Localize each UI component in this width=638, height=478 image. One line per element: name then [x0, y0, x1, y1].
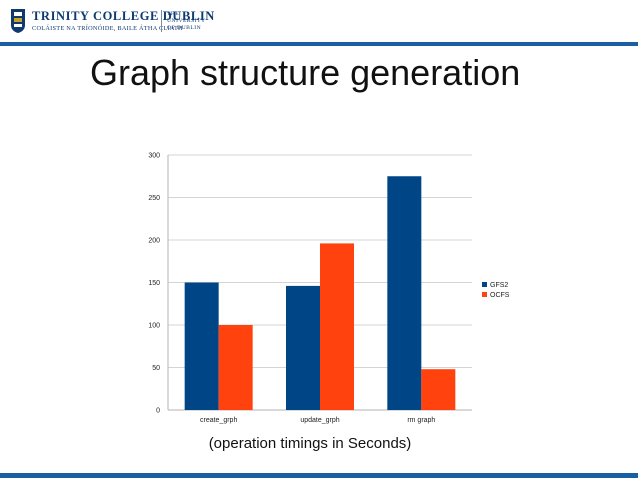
y-tick-label: 200 [148, 238, 160, 245]
header-divider [161, 10, 162, 32]
x-tick-label: rm graph [407, 417, 435, 424]
legend-swatch-gfs2 [482, 282, 487, 287]
y-tick-label: 150 [148, 280, 160, 287]
bar-ocfs-create_grph [218, 325, 253, 410]
slide-title: Graph structure generation [90, 52, 521, 93]
crest-icon [11, 9, 25, 33]
university-line-3: OF DUBLIN [167, 25, 202, 31]
x-tick-label: create_grph [200, 417, 237, 424]
legend-label: GFS2 [490, 282, 508, 289]
legend-label: OCFS [490, 292, 510, 299]
bar-ocfs-rm-graph [421, 369, 456, 410]
y-tick-label: 100 [148, 323, 160, 330]
footer-accent-bar [0, 473, 638, 478]
bar-ocfs-update_grph [320, 243, 354, 410]
university-name: THE UNIVERSITY OF DUBLIN [167, 11, 206, 32]
bar-gfs2-rm-graph [387, 176, 422, 410]
y-tick-label: 300 [148, 153, 160, 160]
bar-gfs2-update_grph [286, 285, 320, 410]
legend-swatch-ocfs [482, 292, 487, 297]
institution-name-irish: COLÁISTE NA TRÍONÓIDE, BAILE ÁTHA CLIATH [32, 25, 183, 32]
bar-gfs2-create_grph [184, 282, 219, 410]
header-accent-bar [0, 42, 638, 46]
institution-name: TRINITY COLLEGE DUBLIN [32, 9, 215, 23]
x-tick-label: update_grph [300, 417, 339, 424]
y-tick-label: 250 [148, 195, 160, 202]
slide-caption: (operation timings in Seconds) [208, 435, 412, 452]
y-tick-label: 0 [156, 408, 160, 415]
university-line-1: THE [167, 11, 180, 17]
page-header: TRINITY COLLEGE DUBLIN COLÁISTE NA TRÍON… [0, 0, 638, 42]
y-tick-label: 50 [152, 365, 160, 372]
university-line-2: UNIVERSITY [167, 18, 206, 24]
